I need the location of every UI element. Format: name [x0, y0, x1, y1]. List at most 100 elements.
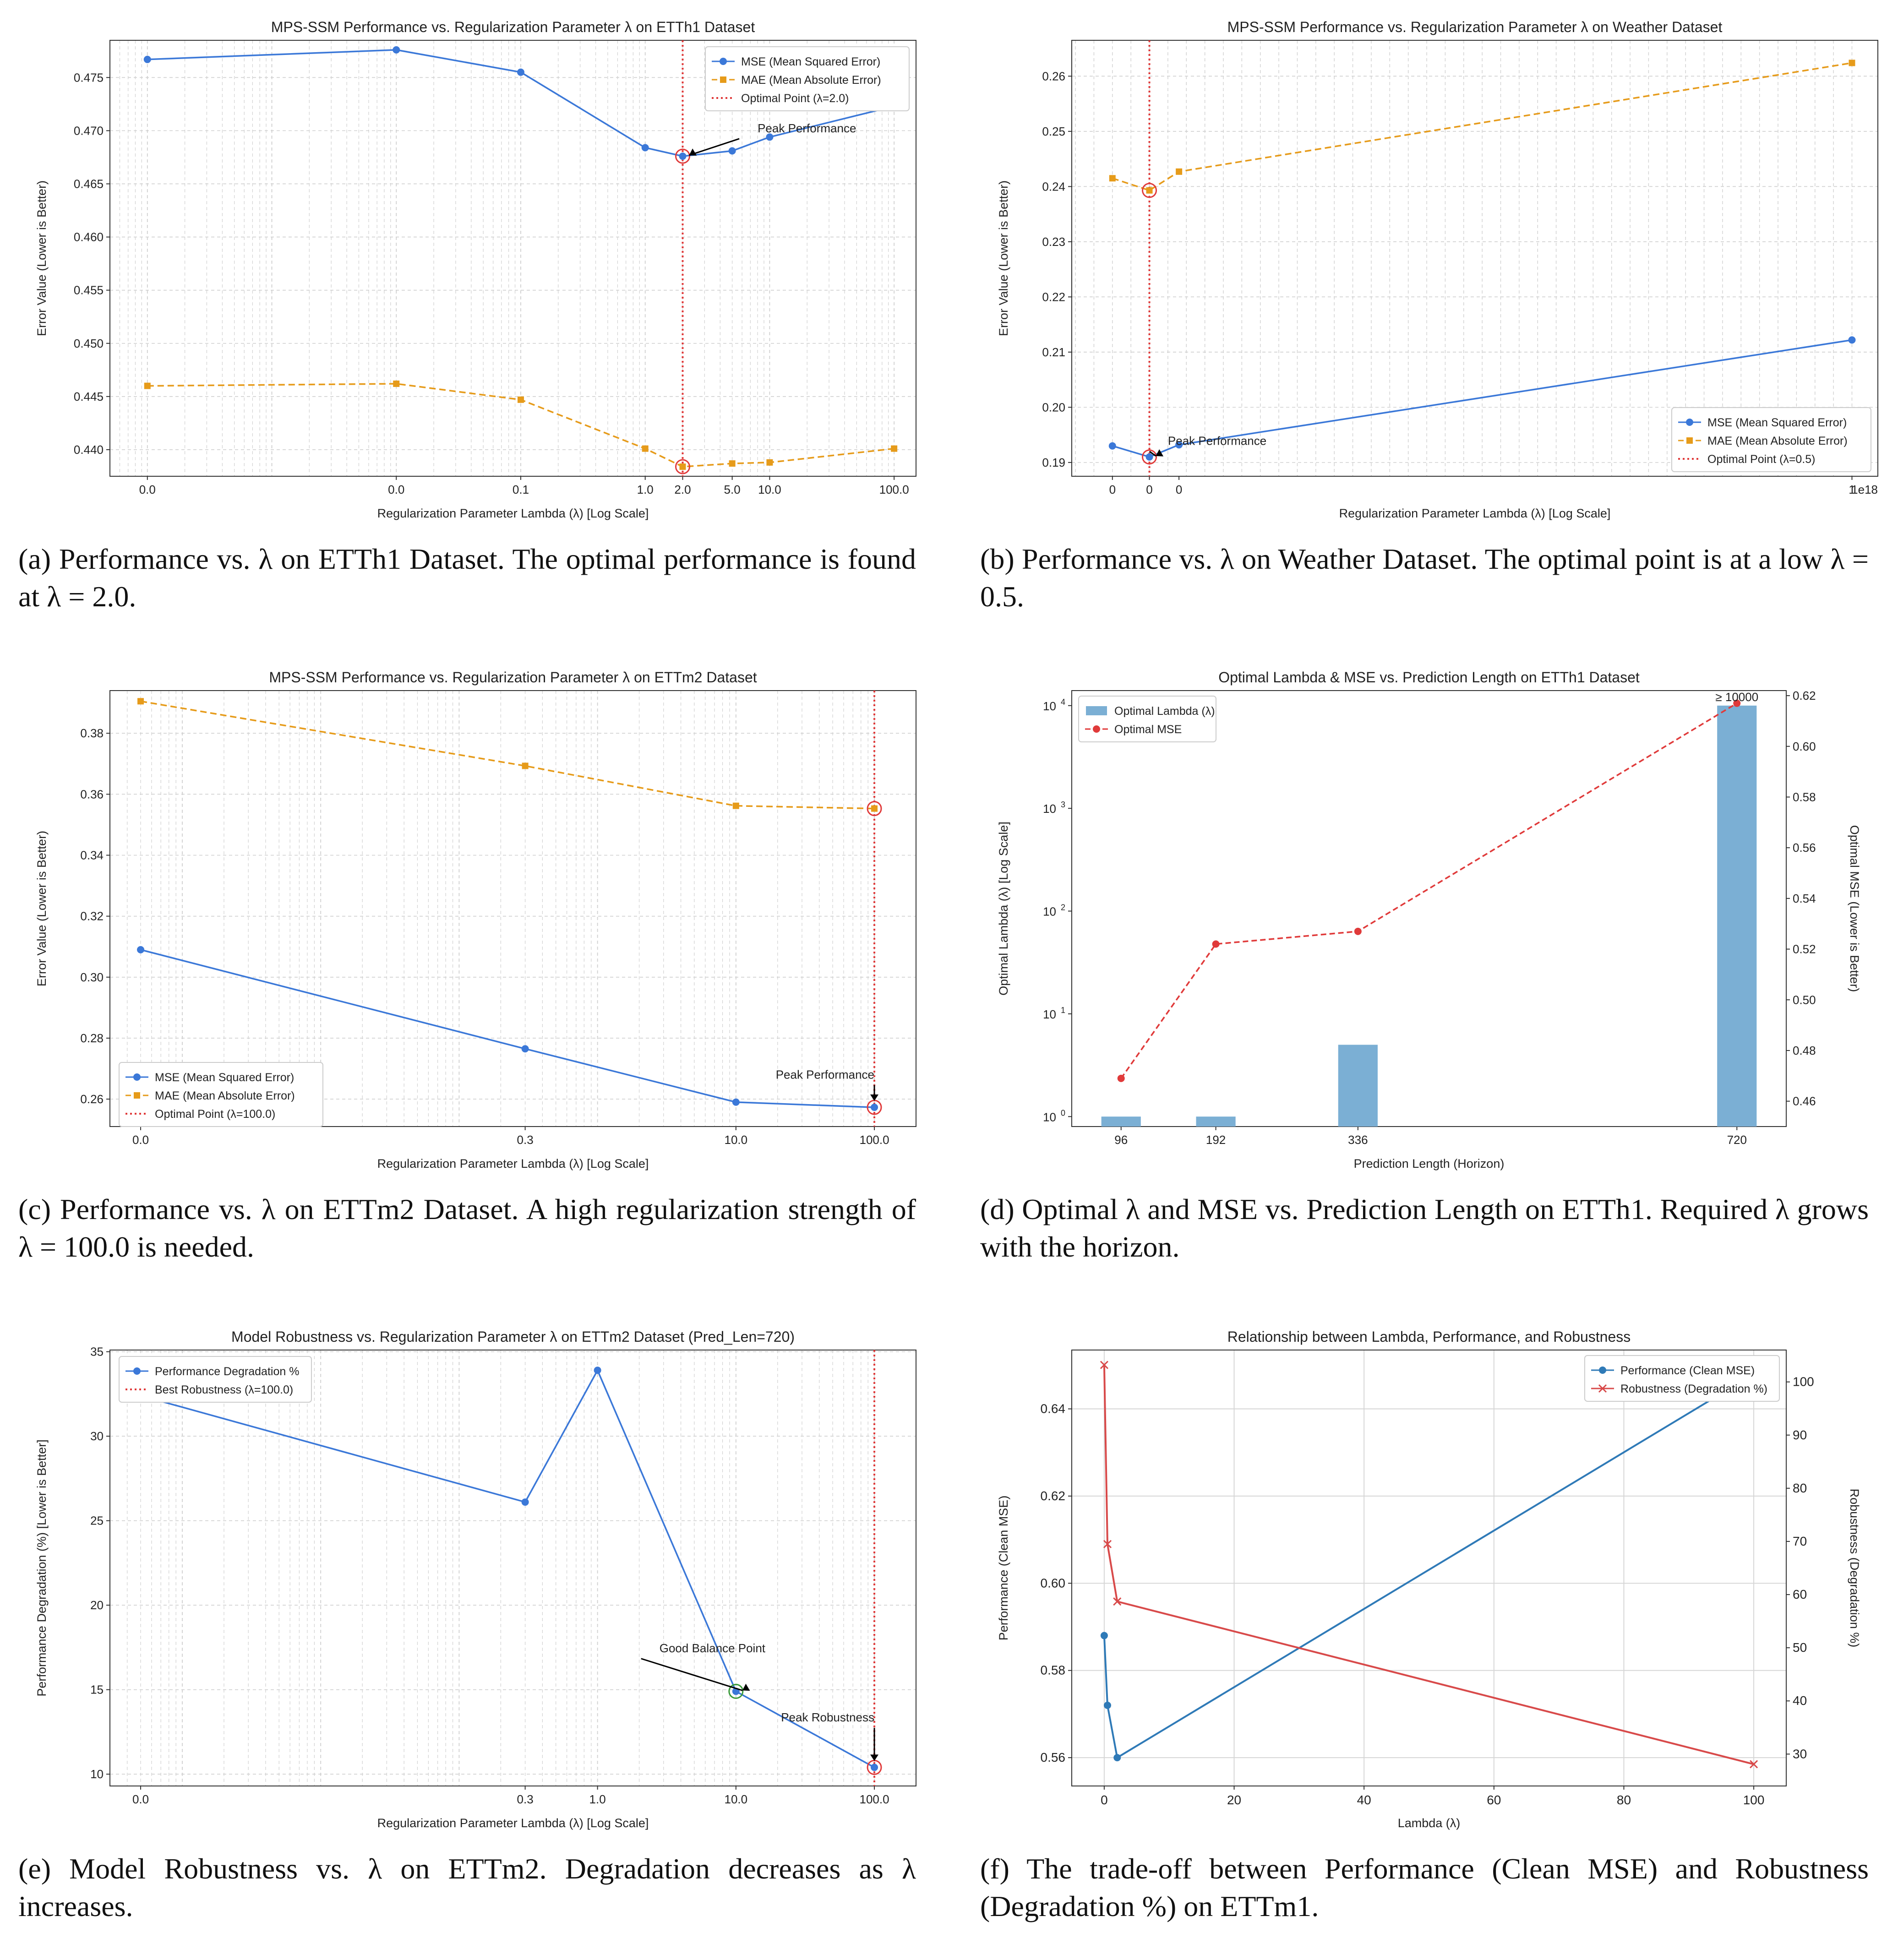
legend-label: MSE (Mean Squared Error) [1707, 416, 1847, 429]
data-point [891, 445, 898, 452]
y-tick-label: 0.455 [74, 283, 104, 297]
legend-label: Optimal MSE [1114, 723, 1182, 736]
y-axis-label: Performance (Clean MSE) [997, 1496, 1010, 1641]
legend-marker [720, 76, 726, 83]
y-tick-label: 10 [1043, 1007, 1056, 1021]
series-1 [144, 380, 898, 470]
y2-axis-label: Optimal MSE (Lower is Better) [1848, 825, 1861, 992]
y-tick-label: 0.23 [1042, 235, 1065, 249]
legend-label: MAE (Mean Absolute Error) [741, 74, 881, 87]
series-line [147, 49, 894, 157]
x-tick-label: 10.0 [725, 1133, 748, 1147]
x-axis-label: Regularization Parameter Lambda (λ) [Log… [377, 506, 649, 520]
y-tick-label: 15 [90, 1683, 104, 1697]
series-line [140, 949, 875, 1108]
data-point [521, 1498, 529, 1506]
legend-label: MSE (Mean Squared Error) [741, 55, 880, 68]
y2-tick-label: 0.54 [1793, 892, 1816, 905]
y-tick-label: 0.24 [1042, 180, 1065, 193]
y-tick-exponent: 1 [1061, 1006, 1065, 1015]
y2-tick-label: 0.50 [1793, 993, 1816, 1007]
data-point [1750, 1760, 1758, 1769]
y-tick-label: 0.475 [74, 71, 104, 84]
series-line [147, 383, 894, 468]
x-tick-label: 0.1 [513, 483, 529, 496]
legend-box [1584, 1355, 1780, 1402]
y-tick-label: 0.22 [1042, 290, 1065, 304]
y2-tick-label: 90 [1793, 1428, 1807, 1442]
data-point [732, 802, 739, 809]
y-tick-label: 0.62 [1041, 1489, 1066, 1503]
y-tick-label: 0.38 [80, 726, 104, 740]
y-tick-label: 0.440 [74, 443, 104, 457]
y-tick-label: 20 [90, 1598, 104, 1612]
panel-b: MPS-SSM Performance vs. Regularization P… [980, 9, 1887, 623]
highlight-ring [867, 801, 882, 817]
x-tick-label: 720 [1727, 1133, 1747, 1147]
y2-tick-label: 0.58 [1793, 790, 1816, 804]
y-tick-label: 0.445 [74, 390, 104, 403]
x-tick-label: 10.0 [758, 483, 781, 496]
chart-a: MPS-SSM Performance vs. Regularization P… [35, 19, 916, 520]
mse-point [1733, 699, 1741, 707]
legend: Performance Degradation % Best Robustness… [119, 1356, 312, 1403]
y-tick-label: 0.60 [1041, 1576, 1066, 1590]
x-tick-label: 0.0 [139, 483, 156, 496]
y2-tick-label: 100 [1793, 1375, 1814, 1389]
legend-label: MSE (Mean Squared Error) [155, 1071, 294, 1084]
mse-line [1120, 702, 1738, 1079]
x-tick-label: 100.0 [859, 1792, 889, 1806]
legend-box [1078, 696, 1216, 742]
y-tick-label: 10 [1043, 699, 1056, 713]
panel-f: Relationship between Lambda, Performance… [980, 1319, 1887, 1933]
chart-title: Optimal Lambda & MSE vs. Prediction Leng… [1218, 669, 1640, 686]
bar [1196, 1116, 1236, 1127]
annotation-arrow [1149, 451, 1156, 457]
grid [1072, 40, 1878, 476]
caption-a: (a) Performance vs. λ on ETTh1 Dataset. … [18, 543, 916, 613]
mse-point [1212, 940, 1220, 948]
series-line [1103, 1365, 1754, 1765]
data-point [143, 55, 151, 63]
series-1 [1109, 60, 1855, 194]
data-point [594, 1367, 601, 1374]
x-tick-label: 5.0 [724, 483, 741, 496]
series-0 [137, 946, 878, 1111]
y-tick-label: 0.450 [74, 337, 104, 350]
x-tick-label: 1.0 [637, 483, 654, 496]
data-point [1848, 336, 1856, 344]
y-axis-label: Error Value (Lower is Better) [997, 180, 1010, 336]
series-0 [1108, 336, 1856, 461]
data-point [1104, 1701, 1111, 1709]
data-point [679, 463, 686, 470]
x-tick-label: 0.0 [388, 483, 404, 496]
y-tick-label: 30 [90, 1429, 104, 1443]
data-point [1113, 1754, 1121, 1762]
annotation-arrowhead [1156, 449, 1164, 457]
x-tick-label: 100.0 [879, 483, 909, 496]
x-tick-label: 336 [1348, 1133, 1368, 1147]
legend-label: Optimal Point (λ=100.0) [155, 1108, 275, 1121]
y2-tick-label: 0.62 [1793, 689, 1816, 702]
data-point [679, 152, 687, 160]
data-point [641, 144, 649, 152]
x-tick-label: 0 [1176, 483, 1182, 496]
legend-label: Performance (Clean MSE) [1620, 1364, 1755, 1377]
highlight-ring [728, 1683, 744, 1699]
y-tick-label: 0.30 [80, 970, 104, 984]
chart-f: Relationship between Lambda, Performance… [997, 1328, 1861, 1830]
annotation-arrowhead [689, 148, 697, 156]
y-tick-label: 0.36 [80, 787, 104, 801]
legend-marker [133, 1367, 141, 1375]
annotation-text: Peak Robustness [781, 1710, 874, 1724]
bar [1717, 705, 1757, 1127]
y2-tick-label: 0.56 [1793, 841, 1816, 855]
caption-f: (f) The trade-off between Performance (C… [980, 1852, 1869, 1922]
data-point [1100, 1361, 1108, 1369]
x-tick-label: 0.3 [517, 1792, 534, 1806]
data-point [517, 68, 524, 76]
legend-label: Best Robustness (λ=100.0) [155, 1383, 293, 1396]
legend-label: Optimal Point (λ=0.5) [1707, 453, 1816, 466]
mse-point [1354, 927, 1362, 935]
annotation-arrowhead [870, 1094, 879, 1101]
